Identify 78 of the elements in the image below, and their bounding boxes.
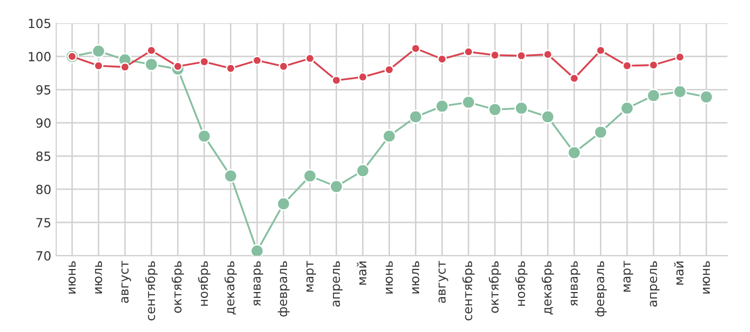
point xyxy=(226,64,236,74)
point xyxy=(276,196,290,211)
y-tick-label: 95 xyxy=(36,85,50,95)
point xyxy=(622,60,632,71)
point xyxy=(596,46,606,56)
x-tick-label: декабрь xyxy=(542,261,554,314)
x-tick-label: март xyxy=(306,260,316,292)
x-tick-label: август xyxy=(121,260,132,303)
point xyxy=(516,50,526,61)
x-tick-label: декабрь xyxy=(224,261,237,314)
x-tick-label: март xyxy=(624,260,634,292)
x-tick-label: февраль xyxy=(594,261,607,317)
point xyxy=(329,180,344,194)
point xyxy=(514,101,528,116)
point xyxy=(332,75,342,86)
point xyxy=(648,60,658,70)
y-tick-label: 100 xyxy=(28,52,51,62)
x-tick-label: сентябрь xyxy=(145,261,158,320)
point xyxy=(303,169,317,183)
point xyxy=(488,102,502,117)
point xyxy=(646,88,660,103)
point xyxy=(120,62,130,72)
point xyxy=(699,90,714,104)
x-tick-label: октябрь xyxy=(172,261,184,313)
point xyxy=(620,101,634,116)
point xyxy=(305,54,315,64)
y-tick-label: 70 xyxy=(36,251,51,261)
y-tick-label: 85 xyxy=(36,152,50,161)
point xyxy=(410,44,421,54)
point xyxy=(94,60,104,71)
x-tick-label: июнь xyxy=(386,261,393,294)
x-tick-label: май xyxy=(674,262,684,285)
x-tick-label: июнь xyxy=(702,261,710,294)
x-tick-label: апрель xyxy=(332,261,342,307)
y-tick-label: 75 xyxy=(36,218,50,228)
x-tick-label: февраль xyxy=(278,261,290,317)
point xyxy=(278,62,288,72)
x-tick-label: май xyxy=(356,262,366,285)
point xyxy=(540,110,555,124)
point xyxy=(569,73,580,84)
point xyxy=(542,50,553,60)
point xyxy=(144,57,158,72)
y-tick-label: 105 xyxy=(28,18,50,28)
point xyxy=(594,125,608,140)
point xyxy=(146,46,156,56)
point xyxy=(199,56,210,67)
x-tick-label: июнь xyxy=(68,261,76,294)
point xyxy=(224,169,238,183)
point xyxy=(356,164,370,178)
point xyxy=(490,50,500,60)
x-tick-label: июль xyxy=(94,261,102,294)
x-tick-label: ноябрь xyxy=(198,261,210,306)
point xyxy=(462,95,476,110)
x-tick-label: август xyxy=(438,260,448,303)
x-tick-label: июль xyxy=(412,261,420,294)
point xyxy=(672,84,687,99)
point xyxy=(358,72,368,82)
point xyxy=(250,244,264,256)
x-tick-label: январь xyxy=(570,261,580,306)
point xyxy=(92,44,106,58)
y-tick-label: 80 xyxy=(36,184,51,194)
y-tick-label: 90 xyxy=(36,118,51,128)
x-tick-label: апрель xyxy=(650,261,660,307)
point xyxy=(408,110,423,124)
x-tick-label: сентябрь xyxy=(462,261,475,320)
point xyxy=(435,99,450,114)
point xyxy=(567,146,582,160)
point xyxy=(382,129,396,144)
point xyxy=(437,54,447,64)
point xyxy=(675,52,685,62)
point xyxy=(172,62,183,72)
x-tick-label: ноябрь xyxy=(515,261,528,306)
point xyxy=(252,56,262,66)
x-tick-label: октябрь xyxy=(488,261,502,313)
x-tick-label: январь xyxy=(254,261,264,306)
point xyxy=(464,46,474,57)
point xyxy=(384,64,394,75)
point xyxy=(197,129,212,144)
